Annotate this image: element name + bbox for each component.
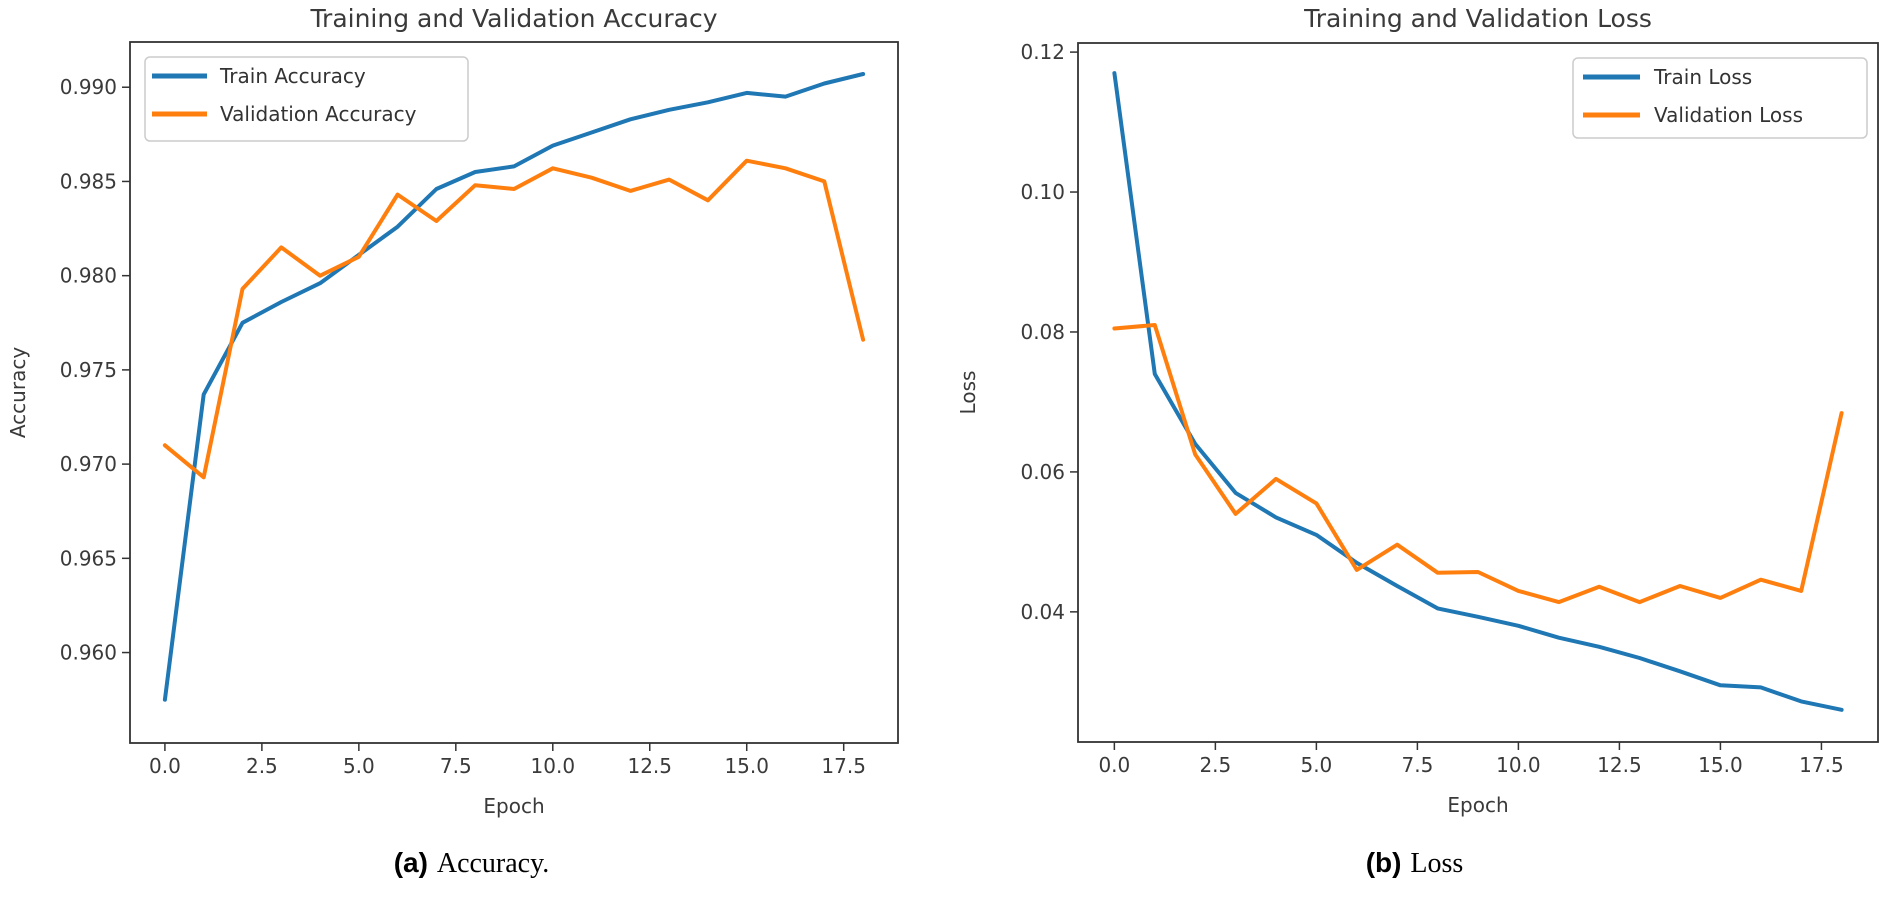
accuracy-x-tick-label: 12.5 — [627, 754, 672, 778]
loss-legend-box — [1572, 57, 1868, 139]
loss-x-tick-label: 7.5 — [1401, 753, 1433, 777]
caption-b-label: (b) — [1365, 847, 1402, 878]
caption-b-text: Loss — [1410, 848, 1464, 879]
accuracy-y-tick-label: 0.965 — [60, 546, 117, 570]
accuracy-x-tick-label: 10.0 — [531, 754, 576, 778]
accuracy-x-tick-label: 17.5 — [821, 754, 866, 778]
accuracy-y-tick-label: 0.975 — [60, 358, 117, 382]
loss-y-tick-label: 0.08 — [1020, 320, 1065, 344]
loss-chart-title: Training and Validation Loss — [1304, 4, 1652, 33]
accuracy-x-tick-label: 0.0 — [149, 754, 181, 778]
accuracy-x-tick-label: 15.0 — [724, 754, 769, 778]
loss-x-tick-label: 2.5 — [1199, 753, 1231, 777]
loss-y-tick-label: 0.04 — [1020, 600, 1065, 624]
train-accuracy-line — [162, 72, 866, 702]
loss-y-tick-label: 0.12 — [1020, 40, 1065, 64]
loss-x-tick-label: 10.0 — [1496, 753, 1541, 777]
loss-x-tick-label: 12.5 — [1597, 753, 1642, 777]
validation-loss-line — [1112, 323, 1844, 605]
loss-x-tick-label: 15.0 — [1698, 753, 1743, 777]
loss-x-tick-label: 5.0 — [1300, 753, 1332, 777]
caption-b: (b) Loss — [943, 846, 1886, 880]
loss-plot-frame — [1077, 42, 1879, 743]
accuracy-chart-title: Training and Validation Accuracy — [310, 4, 718, 33]
accuracy-plot-frame — [129, 41, 899, 744]
loss-x-tick-label: 0.0 — [1098, 753, 1130, 777]
accuracy-legend-box — [144, 56, 469, 142]
accuracy-legend-label-train: Train Accuracy — [219, 64, 366, 88]
accuracy-legend-label-validation: Validation Accuracy — [220, 102, 417, 126]
accuracy-x-tick-label: 5.0 — [343, 754, 375, 778]
accuracy-y-tick-label: 0.970 — [60, 452, 117, 476]
accuracy-y-axis-label: Accuracy — [6, 347, 30, 438]
loss-y-tick-label: 0.06 — [1020, 460, 1065, 484]
loss-y-tick-label: 0.10 — [1020, 180, 1065, 204]
charts-canvas: 0.0 2.5 5.0 7.5 10.0 12.5 15.0 17.5 0.960 0.965 0.… — [6, 40, 1879, 818]
accuracy-y-tick-label: 0.990 — [60, 75, 117, 99]
loss-legend-label-validation: Validation Loss — [1654, 103, 1803, 127]
accuracy-x-tick-label: 2.5 — [246, 754, 278, 778]
accuracy-x-tick-label: 7.5 — [440, 754, 472, 778]
caption-a: (a) Accuracy. — [0, 846, 943, 880]
accuracy-y-tick-label: 0.985 — [60, 169, 117, 193]
caption-a-label: (a) — [393, 847, 428, 878]
loss-legend-label-train: Train Loss — [1653, 65, 1752, 89]
loss-x-tick-label: 17.5 — [1799, 753, 1844, 777]
accuracy-x-axis-label: Epoch — [483, 794, 544, 818]
caption-a-text: Accuracy. — [436, 848, 550, 879]
loss-x-axis-label: Epoch — [1447, 793, 1508, 817]
train-loss-line — [1112, 71, 1844, 712]
validation-accuracy-line — [162, 158, 866, 480]
accuracy-y-tick-label: 0.960 — [60, 641, 117, 665]
loss-y-axis-label: Loss — [956, 371, 980, 415]
accuracy-y-tick-label: 0.980 — [60, 264, 117, 288]
